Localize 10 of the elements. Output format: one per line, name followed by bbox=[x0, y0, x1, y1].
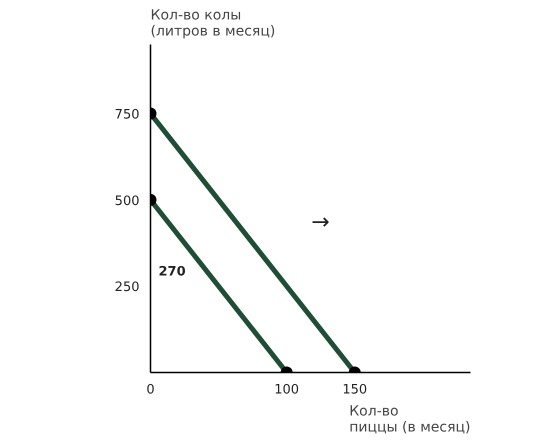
y-tick-label: 250 bbox=[114, 280, 140, 296]
x-axis-title: Кол-во пиццы (в месяц) bbox=[349, 404, 471, 436]
y-tick-label: 750 bbox=[114, 108, 140, 123]
x-tick-label: 150 bbox=[342, 382, 368, 398]
annotation: 270 bbox=[158, 264, 186, 280]
annotation: → bbox=[311, 210, 330, 235]
y-tick-label: 500 bbox=[114, 194, 140, 209]
y-axis-title: Кол-во колы (литров в месяц) bbox=[150, 8, 276, 40]
x-tick-label: 100 bbox=[274, 382, 300, 398]
x-tick-label: 0 bbox=[146, 382, 155, 398]
